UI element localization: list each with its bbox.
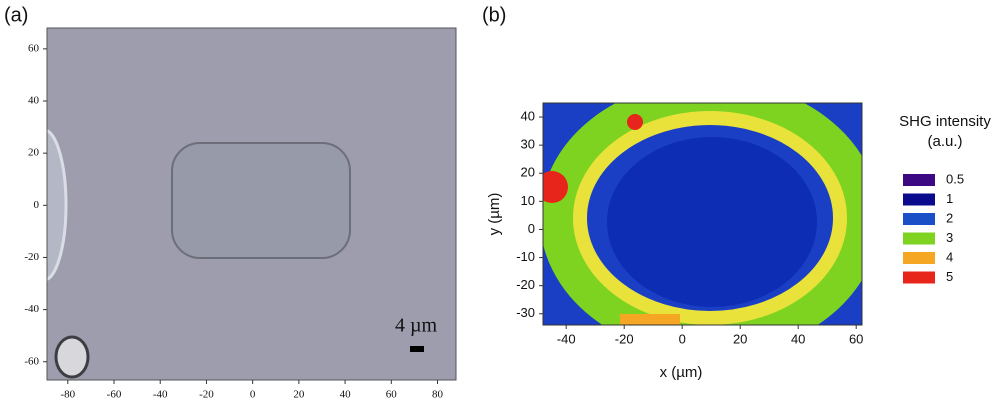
- x-tick-label: -40: [153, 389, 168, 401]
- x-axis-label: x (µm): [660, 364, 703, 381]
- x-tick-label: 60: [386, 389, 398, 401]
- panel-label: (b): [482, 4, 506, 26]
- y-tick-label: 60: [28, 42, 40, 54]
- legend-swatch: [903, 232, 935, 245]
- legend-label: 5: [946, 269, 953, 284]
- y-tick-label: -30: [516, 305, 535, 320]
- x-tick-label: 20: [733, 331, 747, 346]
- y-tick-label: -40: [24, 303, 39, 315]
- y-tick-label: 40: [521, 108, 535, 123]
- legend-label: 0.5: [946, 171, 964, 186]
- y-tick-label: 40: [28, 95, 40, 107]
- x-tick-label: 0: [679, 331, 686, 346]
- x-tick-label: -20: [615, 331, 634, 346]
- x-tick-label: -60: [107, 389, 122, 401]
- shg-map: [543, 103, 862, 325]
- legend-swatch: [903, 174, 935, 186]
- y-tick-label: 10: [521, 193, 535, 208]
- x-tick-label: 80: [432, 389, 444, 401]
- y-tick-label: 20: [28, 147, 40, 159]
- y-tick-label: 30: [521, 137, 535, 152]
- y-tick-label: 0: [528, 221, 535, 236]
- x-tick-label: -80: [60, 389, 75, 401]
- x-tick-label: 60: [849, 331, 863, 346]
- y-tick-label: -10: [516, 249, 535, 264]
- legend-label: 1: [946, 191, 953, 206]
- legend-label: 3: [946, 230, 953, 245]
- y-axis-label: y (µm): [486, 193, 503, 236]
- legend-title: (a.u.): [927, 133, 962, 150]
- panel-label: (a): [4, 4, 28, 26]
- legend-label: 4: [946, 249, 953, 264]
- y-tick-label: -20: [24, 251, 39, 263]
- x-tick-label: 20: [293, 389, 305, 401]
- legend-swatch: [903, 213, 935, 225]
- optical-image: [47, 28, 456, 380]
- legend-swatch: [903, 193, 935, 206]
- y-tick-label: 0: [34, 199, 40, 211]
- y-tick-label: 20: [521, 165, 535, 180]
- y-tick-label: -60: [24, 355, 39, 367]
- x-tick-label: -20: [199, 389, 214, 401]
- x-tick-label: 0: [250, 389, 256, 401]
- plot-frame: [46, 27, 457, 381]
- scale-bar-label: 4 µm: [395, 315, 438, 337]
- legend-swatch: [903, 252, 935, 264]
- scale-bar: [410, 346, 424, 352]
- x-tick-label: 40: [791, 331, 805, 346]
- legend-label: 2: [946, 210, 953, 225]
- x-tick-label: 40: [340, 389, 352, 401]
- legend-title: SHG intensity: [899, 113, 991, 130]
- x-tick-label: -40: [557, 331, 576, 346]
- y-tick-label: -20: [516, 277, 535, 292]
- legend-swatch: [903, 271, 935, 284]
- plot-frame: [542, 102, 863, 326]
